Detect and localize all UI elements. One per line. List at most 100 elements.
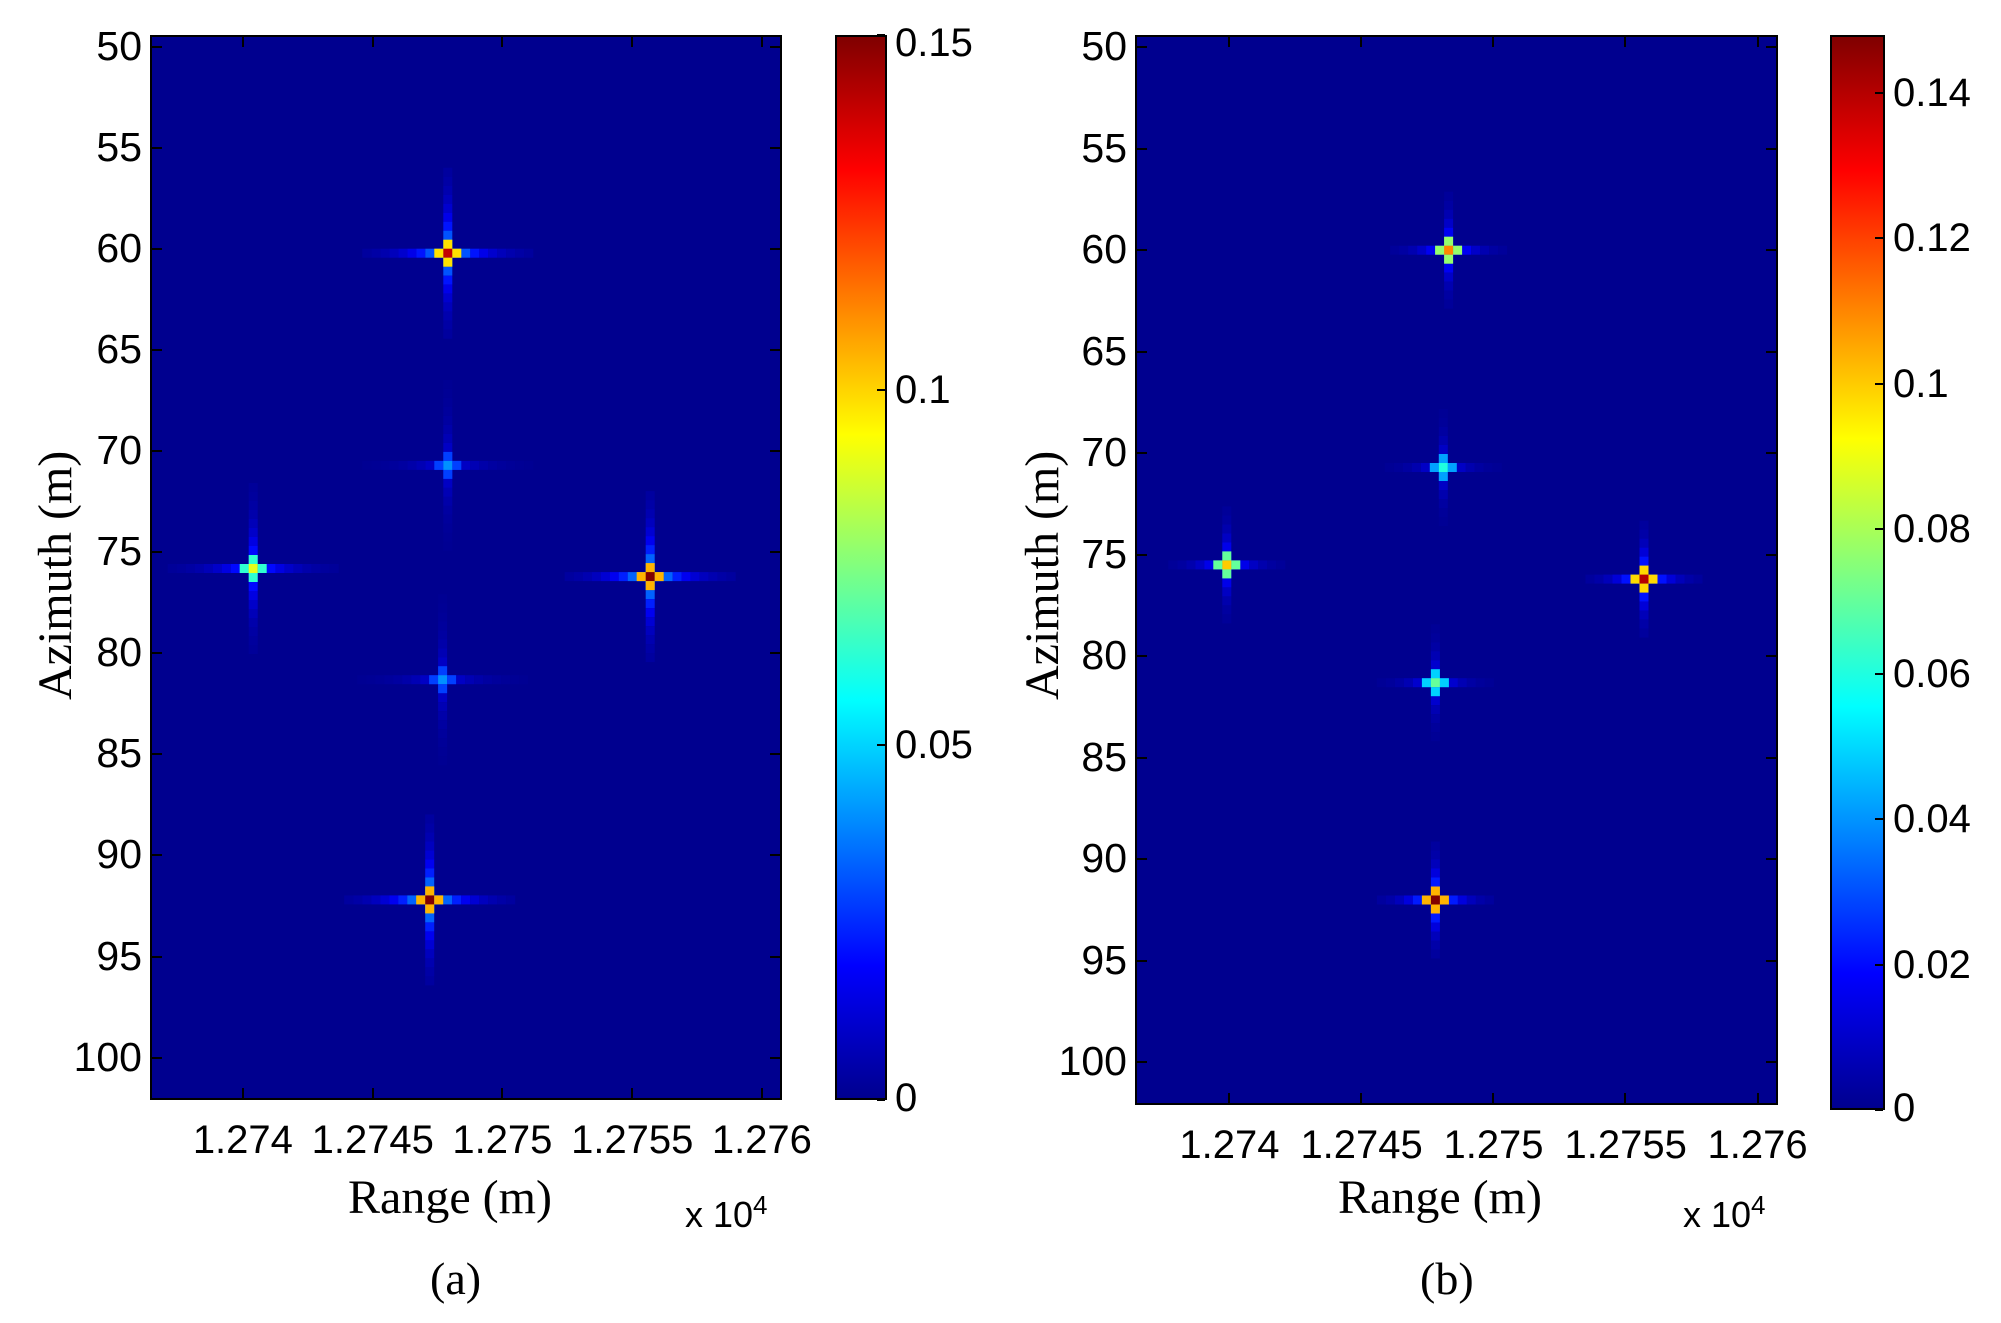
target-cell (1195, 560, 1205, 570)
target-cell (1430, 624, 1440, 634)
target-core-cell (434, 895, 444, 905)
target-cell (1204, 560, 1214, 570)
target-cell (425, 868, 435, 878)
target-cell (1465, 463, 1475, 472)
x-tick-label: 1.275 (452, 1118, 553, 1162)
target-cell (443, 442, 453, 452)
target-cell (1430, 651, 1440, 661)
target-cell (425, 832, 435, 842)
target-cell (248, 501, 258, 510)
target-cell (1430, 850, 1440, 860)
target-core-cell (645, 581, 655, 591)
colorbar-tick-label: 0.02 (1893, 942, 1971, 987)
y-tick-label: 65 (96, 326, 142, 373)
y-tick-mark (770, 955, 780, 958)
target-core-cell (1453, 245, 1463, 255)
target-cell (411, 675, 421, 685)
target-cell (1385, 895, 1395, 905)
heatmap-plot-b (1135, 35, 1778, 1105)
target-cell (1222, 614, 1232, 624)
x-tick-mark (371, 37, 374, 47)
target-cell (302, 564, 312, 573)
target-cell (1444, 263, 1454, 273)
y-tick-mark (770, 753, 780, 756)
target-cell (371, 248, 381, 258)
target-cell (443, 487, 453, 497)
y-tick-mark (152, 46, 162, 49)
x-tick-label: 1.2755 (571, 1118, 694, 1162)
target-cell (515, 248, 525, 258)
target-cell (1444, 200, 1454, 210)
target-b-2 (1168, 506, 1286, 624)
target-cell (1390, 245, 1400, 255)
x-tick-mark (1360, 37, 1363, 47)
target-core-cell (434, 460, 444, 470)
target-core-cell (1438, 463, 1448, 472)
target-cell (690, 572, 700, 582)
y-tick-label: 75 (96, 528, 142, 575)
target-core-cell (443, 248, 453, 258)
target-cell (425, 967, 435, 977)
target-cell (1639, 529, 1649, 539)
target-cell (407, 895, 417, 905)
y-tick-mark (1766, 655, 1776, 658)
target-cell (1693, 574, 1703, 584)
target-cell (645, 509, 655, 519)
target-cell (389, 460, 399, 470)
x-tick-mark (241, 1088, 244, 1098)
colorbar-tick-mark (1875, 92, 1883, 95)
target-cell (438, 711, 448, 721)
target-cell (425, 922, 435, 932)
target-cell (1438, 508, 1448, 517)
target-cell (564, 572, 574, 582)
target-cell (663, 572, 673, 582)
target-cell (380, 895, 390, 905)
target-cell (474, 675, 484, 685)
target-cell (488, 248, 498, 258)
target-cell (443, 302, 453, 312)
target-cell (362, 248, 372, 258)
target-cell (497, 895, 507, 905)
y-tick-label: 70 (1081, 429, 1127, 476)
target-core-cell (434, 248, 444, 258)
target-cell (248, 627, 258, 636)
target-core-cell (257, 564, 267, 573)
target-a-4 (362, 379, 534, 551)
target-cell (461, 895, 471, 905)
y-tick-mark (770, 854, 780, 857)
x-tick-mark (1756, 37, 1759, 47)
target-cell (1639, 538, 1649, 548)
y-tick-label: 100 (73, 1033, 142, 1080)
target-cell (1444, 191, 1454, 201)
x-tick-label: 1.276 (1707, 1123, 1808, 1167)
target-cell (501, 675, 511, 685)
target-cell (425, 976, 435, 986)
target-core-cell (447, 675, 457, 685)
target-core-cell (1447, 463, 1457, 472)
target-core-cell (1430, 895, 1440, 905)
target-cell (1444, 272, 1454, 282)
target-cell (524, 248, 534, 258)
y-tick-label: 95 (96, 932, 142, 979)
y-tick-mark (1766, 959, 1776, 962)
target-cell (248, 537, 258, 546)
target-cell (443, 415, 453, 425)
target-cell (393, 675, 403, 685)
y-tick-label: 60 (1081, 226, 1127, 273)
target-core-cell (1222, 551, 1232, 561)
target-cell (465, 675, 475, 685)
target-a-6 (344, 814, 516, 986)
target-cell (266, 564, 276, 573)
y-tick-mark (1766, 756, 1776, 759)
target-cell (645, 491, 655, 501)
colorbar-tick-label: 0.12 (1893, 216, 1971, 261)
target-core-cell (1430, 687, 1440, 697)
y-tick-mark (1766, 1061, 1776, 1064)
colorbar-tick-mark (1875, 963, 1883, 966)
target-cell (1399, 245, 1409, 255)
target-cell (284, 564, 294, 573)
x-tick-label: 1.2745 (1300, 1123, 1423, 1167)
target-b-1 (1390, 191, 1508, 309)
target-cell (443, 221, 453, 231)
target-cell (470, 895, 480, 905)
